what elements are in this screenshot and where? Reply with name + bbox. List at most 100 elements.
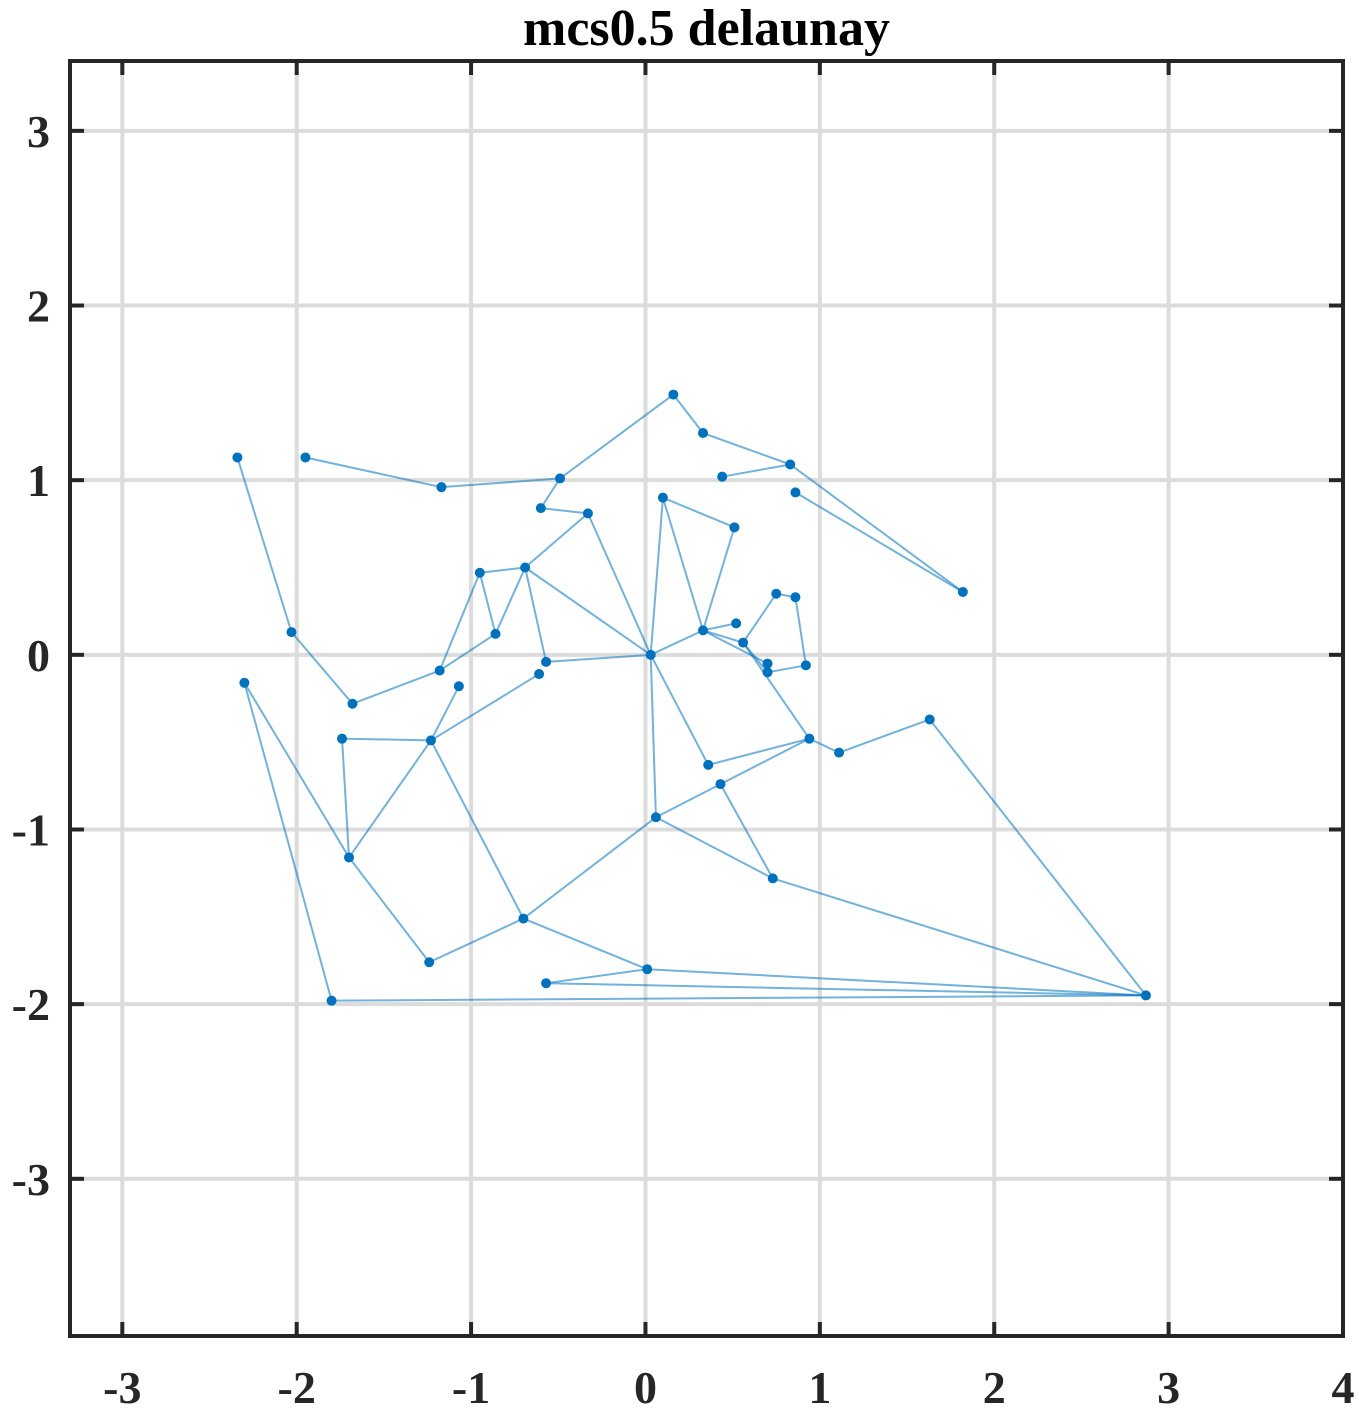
edges xyxy=(236,393,1147,1002)
data-point xyxy=(804,733,815,744)
graph-edge xyxy=(702,432,791,466)
data-point xyxy=(729,522,740,533)
data-point xyxy=(771,588,782,599)
data-point xyxy=(474,567,485,578)
graph-edge xyxy=(290,631,354,705)
graph-edge xyxy=(430,739,525,920)
data-point xyxy=(520,562,531,573)
data-point xyxy=(790,487,801,498)
data-point xyxy=(424,957,435,968)
graph-edge xyxy=(767,664,807,674)
y-tick-label: -1 xyxy=(12,804,50,855)
data-point xyxy=(534,669,545,680)
data-point xyxy=(703,759,714,770)
data-point xyxy=(434,665,445,676)
data-point xyxy=(337,733,348,744)
graph-edge xyxy=(524,512,589,569)
x-tick-label: 0 xyxy=(634,1362,657,1413)
graph-edge xyxy=(331,994,1146,1002)
graph-edge xyxy=(808,737,840,754)
graph-edge xyxy=(662,496,735,529)
graph-edge xyxy=(655,816,774,880)
data-point xyxy=(490,628,501,639)
graph-edge xyxy=(702,629,744,644)
points xyxy=(232,389,1151,1006)
graph-edge xyxy=(672,393,704,434)
data-point xyxy=(924,714,935,725)
graph-edge xyxy=(707,737,810,766)
data-point xyxy=(436,482,447,493)
graph-edge xyxy=(722,463,791,478)
graph-edge xyxy=(430,685,460,741)
graph-edge xyxy=(719,783,774,879)
data-point xyxy=(425,735,436,746)
data-point xyxy=(715,779,726,790)
graph-edge xyxy=(661,497,704,631)
data-point xyxy=(300,452,311,463)
y-tick-label: 1 xyxy=(27,455,50,506)
graph-edge xyxy=(546,653,651,663)
data-point xyxy=(541,978,552,989)
graph-edge xyxy=(539,477,561,509)
x-tick-label: 2 xyxy=(983,1362,1006,1413)
graph-edge xyxy=(655,783,721,819)
graph-edge xyxy=(236,457,293,633)
graph-edge xyxy=(523,917,648,971)
graph-edge xyxy=(702,629,768,665)
data-point xyxy=(800,660,811,671)
graph-edge xyxy=(546,982,1146,997)
graph-edge xyxy=(494,567,527,635)
graph-edge xyxy=(794,597,807,666)
x-tick-label: 1 xyxy=(808,1362,831,1413)
data-point xyxy=(762,667,773,678)
data-point xyxy=(239,677,250,688)
graph-edge xyxy=(545,968,648,985)
data-point xyxy=(582,508,593,519)
graph-edge xyxy=(742,642,811,740)
data-point xyxy=(957,586,968,597)
data-point xyxy=(834,747,845,758)
graph-edge xyxy=(702,622,737,632)
data-point xyxy=(535,503,546,514)
graph-edge xyxy=(794,491,964,593)
graph-edge xyxy=(478,572,497,635)
data-point xyxy=(717,471,728,482)
axes-box xyxy=(68,59,1345,1338)
y-tick-label: 2 xyxy=(27,281,50,332)
graph-edge xyxy=(587,512,652,656)
data-point xyxy=(286,627,297,638)
graph-edge xyxy=(522,816,657,920)
data-point xyxy=(698,428,709,439)
graph-edge xyxy=(341,738,351,858)
graph-edge xyxy=(650,629,704,656)
graph-edge xyxy=(789,463,964,593)
graph-edge xyxy=(559,393,674,480)
data-point xyxy=(731,618,742,629)
graph-edge xyxy=(348,739,432,859)
data-point xyxy=(642,964,653,975)
graph-edge xyxy=(649,654,657,818)
data-point xyxy=(347,698,358,709)
graph-edge xyxy=(352,669,441,705)
ticks xyxy=(70,61,1345,1336)
graph-edge xyxy=(928,718,1147,997)
graph-edge xyxy=(441,477,561,489)
data-point xyxy=(650,812,661,823)
data-point xyxy=(326,995,337,1006)
data-point xyxy=(645,649,656,660)
data-point xyxy=(698,625,709,636)
x-tick-label: 4 xyxy=(1332,1362,1355,1413)
data-point xyxy=(668,389,679,400)
graph-edge xyxy=(838,718,931,754)
graph-edge xyxy=(702,527,736,631)
data-point xyxy=(1140,990,1151,1001)
y-tick-label: -2 xyxy=(12,979,50,1030)
data-point xyxy=(518,913,529,924)
data-point xyxy=(762,658,773,669)
x-tick-labels: -3 -2 -1 0 1 2 3 4 xyxy=(103,1362,1354,1413)
data-point xyxy=(767,873,778,884)
graph-edge xyxy=(649,497,664,655)
data-point xyxy=(555,473,566,484)
y-tick-label: -3 xyxy=(12,1154,50,1205)
